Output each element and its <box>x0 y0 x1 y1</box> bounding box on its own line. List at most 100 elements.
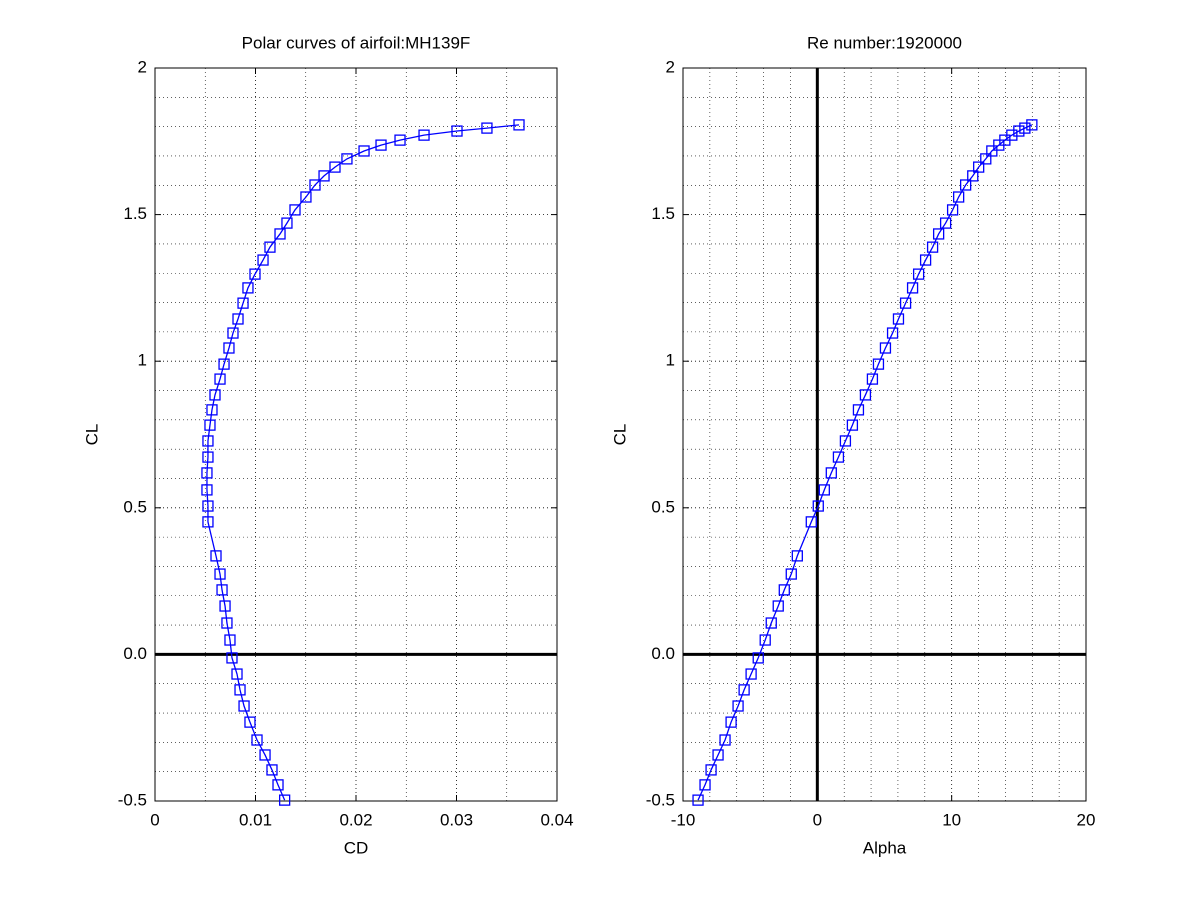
marker <box>959 179 972 191</box>
axes-box <box>154 67 558 802</box>
marker <box>329 161 341 173</box>
y-tick-label: 2 <box>666 57 675 76</box>
x-axis-label: Alpha <box>863 838 907 857</box>
marker <box>765 617 777 629</box>
marker <box>272 779 284 791</box>
marker <box>919 254 932 266</box>
marker <box>967 170 979 182</box>
marker <box>210 550 222 562</box>
marker <box>866 373 879 385</box>
y-tick-label: -0.5 <box>118 790 147 809</box>
marker <box>234 684 246 696</box>
x-tick-label: 0.01 <box>239 810 272 829</box>
marker <box>202 435 214 447</box>
marker <box>224 634 236 646</box>
marker <box>745 668 757 680</box>
marker <box>216 584 228 596</box>
marker <box>791 550 803 562</box>
marker <box>244 716 256 728</box>
data-line <box>697 124 1033 801</box>
marker <box>218 358 230 370</box>
marker <box>846 419 859 431</box>
marker <box>219 600 231 612</box>
marker <box>738 684 750 696</box>
marker <box>281 217 293 229</box>
marker <box>358 145 370 157</box>
y-axis-label: CL <box>610 424 629 446</box>
y-tick-label: -0.5 <box>646 790 675 809</box>
x-tick-label: 0.03 <box>440 810 473 829</box>
marker <box>214 568 226 580</box>
y-tick-label: 0.5 <box>651 497 675 516</box>
x-tick-label: 0 <box>813 810 822 829</box>
marker <box>266 764 278 776</box>
marker <box>202 516 214 528</box>
x-tick-label: 20 <box>1077 810 1096 829</box>
y-tick-label: 1.5 <box>651 204 675 223</box>
y-axis-label: CL <box>82 424 101 446</box>
marker <box>772 600 784 612</box>
chart-title: Polar curves of airfoil:MH139F <box>242 33 471 52</box>
marker <box>705 764 717 776</box>
marker <box>394 134 406 146</box>
marker <box>251 734 263 746</box>
y-tick-label: 1 <box>138 351 147 370</box>
marker <box>939 217 952 229</box>
marker <box>852 404 865 416</box>
marker <box>1013 125 1025 137</box>
marker <box>818 484 830 496</box>
chart-title: Re number:1920000 <box>807 33 962 52</box>
marker <box>926 241 939 253</box>
marker <box>953 191 965 203</box>
marker <box>699 779 711 791</box>
marker <box>513 119 525 131</box>
data-line <box>206 124 520 801</box>
x-tick-label: 0.04 <box>540 810 573 829</box>
marker <box>859 389 872 401</box>
marker <box>719 734 731 746</box>
marker <box>209 389 221 401</box>
marker <box>201 467 213 479</box>
y-tick-label: 0.0 <box>651 644 675 663</box>
y-tick-label: 2 <box>138 57 147 76</box>
marker <box>238 700 250 712</box>
marker <box>259 749 271 761</box>
marker <box>201 484 213 496</box>
marker <box>1006 129 1018 141</box>
marker <box>214 373 226 385</box>
marker <box>1026 119 1038 131</box>
marker <box>300 191 312 203</box>
marker <box>832 451 845 463</box>
marker <box>309 179 321 191</box>
marker <box>237 297 249 309</box>
marker <box>892 313 905 325</box>
marker <box>278 794 291 806</box>
marker <box>418 129 430 141</box>
marker <box>725 716 737 728</box>
y-tick-label: 1 <box>666 351 675 370</box>
marker <box>289 204 301 216</box>
marker <box>341 153 353 165</box>
axes-box <box>682 67 1087 802</box>
marker <box>223 342 235 354</box>
marker <box>986 145 998 157</box>
marker <box>785 568 797 580</box>
y-tick-label: 1.5 <box>123 204 147 223</box>
marker <box>778 584 790 596</box>
x-tick-label: 0 <box>150 810 159 829</box>
x-tick-label: -10 <box>671 810 696 829</box>
marker <box>805 516 817 528</box>
marker <box>759 634 771 646</box>
marker <box>375 139 387 151</box>
marker <box>249 268 261 280</box>
x-tick-label: 0.02 <box>339 810 372 829</box>
marker <box>231 668 243 680</box>
marker <box>946 204 959 216</box>
marker <box>318 170 330 182</box>
marker <box>932 228 945 240</box>
marker <box>481 122 493 134</box>
marker <box>274 228 286 240</box>
y-tick-label: 0.5 <box>123 497 147 516</box>
